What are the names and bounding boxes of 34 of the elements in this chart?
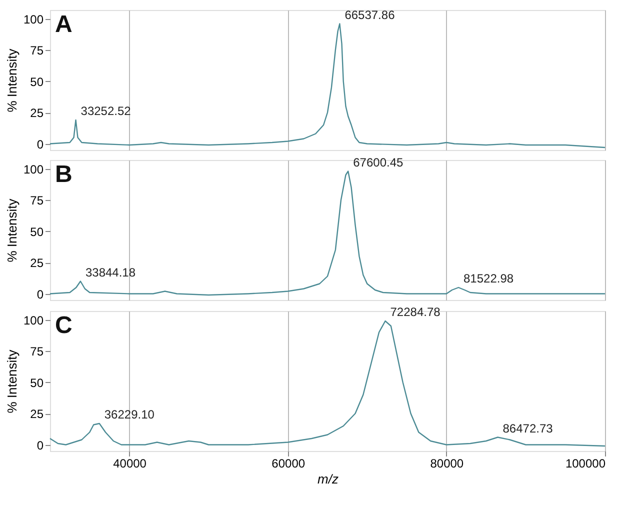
y-tick-label: 0	[36, 438, 44, 452]
annotation: B	[55, 161, 72, 188]
y-tick-label: 75	[30, 194, 44, 208]
annotation: 86472.73	[502, 421, 554, 436]
x-tick-label: 100000	[565, 456, 606, 470]
x-tick-label: 60000	[272, 456, 306, 470]
y-axis-title: % Intensity	[4, 198, 20, 262]
y-tick-label: 50	[30, 224, 44, 239]
y-tick-label: 25	[30, 256, 44, 270]
y-axis-title: % Intensity	[4, 48, 20, 112]
annotation: 67600.45	[353, 155, 404, 170]
y-tick-label: 25	[30, 407, 44, 421]
y-tick-label: 0	[36, 137, 44, 152]
annotation: 33252.52	[80, 104, 132, 118]
x-axis-title: m/z	[318, 472, 339, 486]
annotation: 72284.78	[390, 305, 441, 319]
x-tick-label: 40000	[113, 456, 147, 470]
y-tick-label: 100	[23, 162, 44, 176]
annotation: 33844.18	[85, 265, 136, 280]
y-tick-label: 0	[36, 287, 44, 302]
annotation: 81522.98	[464, 272, 514, 286]
annotation: C	[55, 312, 72, 339]
annotation: A	[55, 11, 72, 38]
y-axis-title: % Intensity	[4, 349, 20, 414]
y-tick-label: 75	[30, 44, 44, 58]
y-tick-label: 100	[23, 313, 44, 328]
y-tick-label: 50	[30, 376, 44, 390]
y-tick-label: 75	[30, 344, 44, 358]
annotation: 66537.86	[344, 8, 396, 22]
y-tick-label: 25	[30, 106, 44, 120]
x-tick-label: 80000	[430, 456, 464, 470]
annotation: 36229.10	[104, 408, 155, 422]
y-tick-label: 100	[23, 12, 44, 26]
y-tick-label: 50	[30, 74, 44, 89]
